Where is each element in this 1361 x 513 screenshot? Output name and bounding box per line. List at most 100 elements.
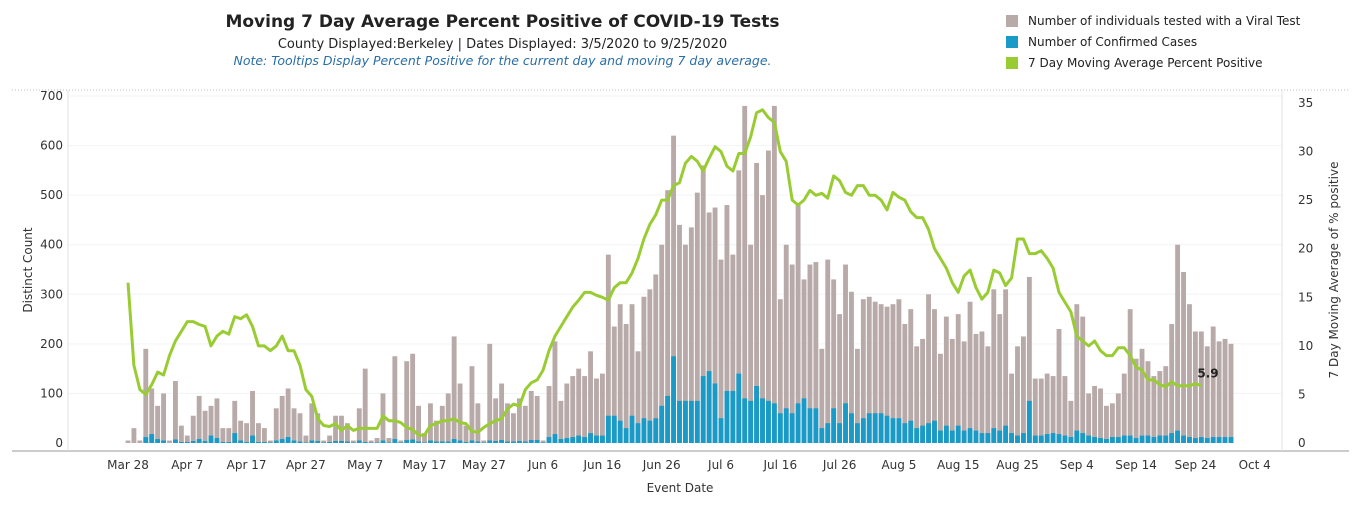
tested-bar	[1032, 378, 1038, 443]
confirmed-bar	[629, 415, 635, 443]
tested-bar	[795, 205, 801, 443]
confirmed-bar	[155, 439, 161, 443]
confirmed-bar	[1204, 438, 1210, 443]
confirmed-bar	[991, 428, 997, 443]
tested-bar	[849, 291, 854, 443]
tested-bar	[250, 390, 255, 443]
tested-bar	[635, 351, 641, 443]
y2-tick-label: 30	[1298, 145, 1313, 159]
confirmed-bar	[1163, 435, 1169, 443]
tested-bar	[558, 400, 564, 443]
confirmed-bar	[362, 442, 368, 443]
confirmed-bar	[1080, 433, 1086, 443]
confirmed-bar	[908, 420, 914, 443]
confirmed-bar	[344, 441, 350, 443]
confirmed-bar	[143, 437, 149, 443]
tested-bar	[143, 348, 149, 443]
confirmed-bar	[730, 390, 736, 443]
confirmed-bar	[208, 435, 214, 443]
axis-labels: 0 100 200 300 400 500 600 700 0 5 10 15 20 25 30 35 Mar …	[21, 89, 1341, 495]
tested-bar	[1228, 343, 1234, 443]
tested-bar	[1222, 338, 1228, 443]
confirmed-bar	[967, 428, 973, 443]
tested-bar	[813, 262, 819, 443]
tested-bar	[718, 259, 724, 443]
tested-bar	[760, 195, 765, 443]
confirmed-bar	[872, 413, 878, 443]
confirmed-bar	[1228, 437, 1234, 443]
y-tick-label: 600	[40, 139, 63, 153]
confirmed-bar	[611, 415, 617, 443]
confirmed-bar	[256, 442, 261, 443]
tested-bar	[854, 348, 860, 443]
confirmed-bar	[688, 400, 694, 443]
confirmed-bar	[558, 439, 564, 443]
x-tick-label: Jul 16	[763, 458, 798, 472]
tested-bar	[706, 212, 712, 443]
legend-item-tested[interactable]: Number of individuals tested with a Vira…	[1006, 10, 1300, 31]
tested-bar	[766, 150, 771, 443]
legend-swatch-tested	[1006, 14, 1018, 27]
tested-bar	[872, 301, 878, 443]
tested-bar	[730, 254, 736, 443]
confirmed-bar	[1181, 435, 1186, 443]
tested-bar	[1204, 346, 1210, 443]
tested-bar	[1098, 388, 1103, 443]
confirmed-bar	[1145, 435, 1151, 443]
tested-bar	[1068, 400, 1074, 443]
confirmed-bar	[1056, 434, 1062, 443]
confirmed-bar	[463, 442, 469, 443]
tested-bar	[1210, 326, 1216, 443]
tested-bar	[416, 405, 422, 443]
tested-bar	[481, 440, 487, 443]
tested-bar	[155, 405, 161, 443]
tested-bar	[943, 316, 949, 443]
tested-bar	[1080, 316, 1086, 443]
tested-bar	[350, 440, 356, 443]
tested-bar	[967, 301, 973, 443]
x-tick-label: Oct 4	[1239, 458, 1271, 472]
confirmed-bar	[220, 442, 226, 443]
confirmed-bar	[487, 440, 493, 443]
confirmed-bar	[653, 418, 659, 443]
tested-bar	[914, 346, 920, 443]
confirmed-bar	[849, 413, 854, 443]
confirmed-bar	[771, 403, 777, 443]
tested-bar	[398, 440, 404, 443]
tested-bar	[754, 162, 760, 443]
x-tick-label: Jun 26	[642, 458, 681, 472]
tested-bar	[748, 244, 754, 443]
tested-bar	[137, 440, 143, 443]
y-axis-title: Distinct Count	[21, 227, 35, 313]
tested-bar	[908, 309, 914, 443]
tested-bar	[629, 304, 635, 443]
legend-item-pct-avg[interactable]: 7 Day Moving Average Percent Positive	[1006, 52, 1300, 73]
confirmed-bar	[985, 433, 991, 443]
confirmed-bar	[445, 441, 451, 443]
confirmed-bar	[285, 437, 291, 443]
tested-bar	[605, 254, 611, 443]
tested-bar	[801, 279, 807, 443]
tested-bar	[439, 405, 445, 443]
tested-bar	[303, 435, 309, 443]
confirmed-bar	[1175, 430, 1181, 443]
tested-bar	[819, 348, 825, 443]
axes	[12, 89, 1349, 452]
confirmed-bar	[682, 400, 688, 443]
tested-bar	[511, 413, 516, 443]
confirmed-bar	[1086, 435, 1092, 443]
legend-item-confirmed[interactable]: Number of Confirmed Cases	[1006, 31, 1300, 52]
confirmed-bar	[1032, 435, 1038, 443]
confirmed-bar	[410, 439, 416, 443]
tested-bar	[1109, 403, 1115, 443]
confirmed-bar	[279, 439, 285, 443]
confirmed-bar	[955, 425, 961, 443]
confirmed-bar	[831, 408, 837, 443]
tested-bar	[499, 383, 505, 443]
x-tick-label: Jun 6	[527, 458, 558, 472]
tested-bar	[937, 353, 943, 443]
last-value-label: 5.9	[1197, 367, 1218, 381]
y2-tick-label: 15	[1298, 290, 1313, 304]
tested-bar	[564, 383, 570, 443]
confirmed-bar	[261, 442, 267, 443]
